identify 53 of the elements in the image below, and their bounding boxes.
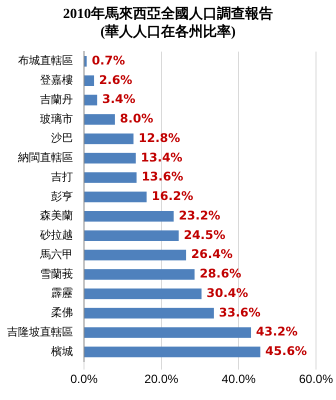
data-label: 12.8% xyxy=(138,130,180,145)
y-tick-label: 霹靂 xyxy=(51,288,73,300)
y-tick-label: 沙巴 xyxy=(51,132,73,145)
data-label: 24.5% xyxy=(184,228,226,242)
data-label: 45.6% xyxy=(265,344,307,358)
data-label: 0.7% xyxy=(92,53,125,68)
y-tick-label: 吉隆坡直轄區 xyxy=(7,325,73,338)
y-tick-label: 布城直轄區 xyxy=(18,54,73,68)
x-tick-label: 40.0% xyxy=(222,372,256,386)
x-tick-label: 60.0% xyxy=(298,372,334,386)
y-tick-label: 玻璃市 xyxy=(40,112,73,126)
bar xyxy=(84,94,98,106)
bar xyxy=(84,308,214,318)
data-label: 16.2% xyxy=(152,189,194,204)
bar xyxy=(84,230,179,241)
data-label: 3.4% xyxy=(102,92,136,106)
y-tick-label: 納閩直轄區 xyxy=(18,151,73,164)
bar xyxy=(84,250,186,260)
y-tick-label: 吉打 xyxy=(51,170,73,184)
bar xyxy=(84,192,147,202)
bar xyxy=(84,114,115,125)
data-label: 26.4% xyxy=(191,247,233,262)
bar xyxy=(84,327,252,338)
y-tick-label: 彭亨 xyxy=(51,190,73,203)
y-tick-label: 吉蘭丹 xyxy=(40,92,73,106)
bar xyxy=(84,210,174,222)
data-label: 13.4% xyxy=(140,150,182,164)
chart-title: 2010年馬來西亞全國人口調查報告 xyxy=(62,6,274,24)
y-tick-label: 柔佛 xyxy=(51,307,73,320)
bar xyxy=(84,75,94,86)
data-label: 30.4% xyxy=(206,286,248,300)
chart-subtitle: (華人人口在各州比率) xyxy=(99,24,237,42)
y-tick-label: 森美蘭 xyxy=(40,209,73,222)
data-label: 43.2% xyxy=(256,324,298,339)
data-label: 33.6% xyxy=(218,305,261,320)
data-label: 13.6% xyxy=(142,170,184,184)
bar xyxy=(84,152,136,164)
bar xyxy=(84,172,137,183)
x-tick-label: 20.0% xyxy=(144,372,179,386)
data-label: 2.6% xyxy=(99,72,132,87)
data-label: 23.2% xyxy=(178,208,220,222)
y-tick-label: 登嘉樓 xyxy=(40,74,73,87)
bar xyxy=(84,346,260,358)
data-label: 8.0% xyxy=(120,112,154,126)
y-tick-label: 雪蘭莪 xyxy=(40,267,73,280)
y-tick-label: 砂拉越 xyxy=(39,228,73,242)
data-label: 28.6% xyxy=(200,266,242,281)
bar xyxy=(84,269,195,280)
y-tick-label: 馬六甲 xyxy=(39,248,73,261)
x-tick-label: 0.0% xyxy=(70,372,98,386)
bar xyxy=(84,288,202,300)
bar xyxy=(84,133,134,144)
y-tick-label: 檳城 xyxy=(51,344,73,358)
